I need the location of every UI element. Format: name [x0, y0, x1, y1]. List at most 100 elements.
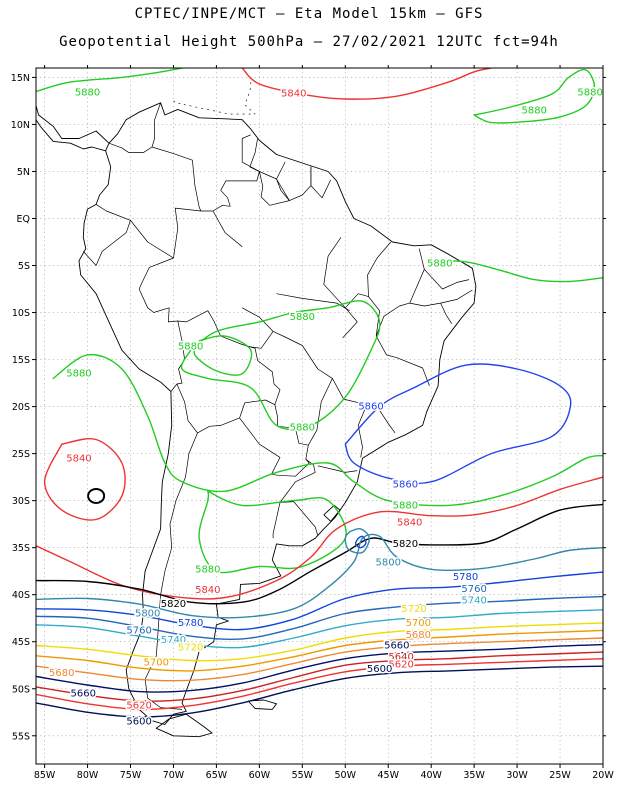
map-title-line2: Geopotential Height 500hPa – 27/02/2021 … — [59, 34, 559, 50]
y-tick-label: 20S — [12, 402, 30, 413]
x-tick-label: 40W — [420, 770, 442, 781]
contour-label-5880: 5880 — [195, 564, 220, 575]
contour-label-5860: 5860 — [393, 480, 418, 491]
contour-label-5620: 5620 — [126, 701, 151, 712]
political-border — [272, 459, 316, 539]
x-tick-label: 60W — [249, 770, 271, 781]
x-tick-label: 45W — [377, 770, 399, 781]
political-border — [276, 293, 350, 312]
contour-label-5880: 5880 — [66, 369, 91, 380]
y-tick-label: 55S — [12, 731, 30, 742]
graticule-grid — [36, 68, 604, 764]
y-tick-label: 5N — [17, 167, 30, 178]
x-tick-label: 85W — [34, 770, 56, 781]
y-tick-label: 5S — [18, 261, 30, 272]
political-border — [249, 166, 290, 206]
political-border — [375, 289, 473, 337]
political-border — [200, 138, 260, 212]
x-tick-label: 20W — [592, 770, 614, 781]
south-america-coastline — [78, 102, 477, 725]
falkland-islands-coastline — [247, 699, 277, 710]
contour-5880-pacific-arc — [52, 353, 603, 507]
tierra-del-fuego-coastline — [155, 713, 213, 738]
contour-5740-line — [36, 609, 603, 649]
map-frame — [35, 67, 604, 765]
contour-label-5820: 5820 — [393, 539, 418, 550]
contour-label-5880: 5880 — [393, 500, 418, 511]
contour-label-5720: 5720 — [178, 642, 203, 653]
political-border — [241, 134, 260, 172]
x-tick-label: 55W — [292, 770, 314, 781]
contour-label-5840: 5840 — [397, 517, 422, 528]
closed-low-contour — [87, 487, 106, 504]
contour-5640-line — [36, 651, 603, 702]
contour-label-5760: 5760 — [461, 584, 486, 595]
contour-label-5880: 5880 — [522, 105, 547, 116]
contour-label-5840: 5840 — [195, 585, 220, 596]
contour-5700-line — [36, 629, 603, 672]
political-border — [307, 378, 333, 446]
contour-label-5820: 5820 — [161, 599, 186, 610]
y-tick-label: 35S — [12, 543, 30, 554]
contour-5760-line — [36, 595, 603, 640]
y-tick-label: 25S — [12, 449, 30, 460]
contour-5860-south-atlantic — [344, 363, 572, 485]
contour-5780-line — [36, 571, 603, 631]
contour-label-5720: 5720 — [401, 604, 426, 615]
political-border — [212, 210, 243, 247]
contour-label-5760: 5760 — [126, 625, 151, 636]
political-border — [95, 146, 202, 259]
contour-5880-bolivia-loop — [193, 335, 253, 376]
x-tick-label: 25W — [549, 770, 571, 781]
x-tick-label: 35W — [463, 770, 485, 781]
contour-label-5640: 5640 — [388, 652, 413, 663]
contour-label-5800: 5800 — [376, 558, 401, 569]
political-border — [239, 404, 310, 477]
contour-label-5740: 5740 — [161, 635, 186, 646]
x-tick-label: 65W — [206, 770, 228, 781]
political-border — [279, 501, 319, 536]
contour-5660-line — [36, 643, 603, 693]
political-border — [276, 161, 312, 201]
political-border — [317, 465, 358, 473]
contour-5820-line — [36, 503, 603, 605]
political-border — [323, 237, 358, 323]
political-border — [342, 321, 358, 339]
political-border — [176, 310, 281, 434]
contour-label-5660: 5660 — [71, 688, 96, 699]
contour-label-5660: 5660 — [384, 640, 409, 651]
contour-label-5700: 5700 — [406, 618, 431, 629]
contour-label-5620: 5620 — [388, 659, 413, 670]
y-tick-label: 15N — [11, 73, 30, 84]
central-america-south-coast — [36, 119, 106, 152]
contour-5680-line — [36, 637, 603, 682]
contour-label-5880: 5880 — [75, 87, 100, 98]
y-tick-label: 10S — [12, 308, 30, 319]
y-tick-label: 15S — [12, 355, 30, 366]
political-border — [302, 345, 396, 434]
contour-label-5600: 5600 — [367, 664, 392, 675]
political-border — [83, 220, 131, 266]
political-border — [367, 241, 392, 297]
contour-5880-brazil-coast — [430, 260, 603, 283]
contour-label-5880: 5880 — [427, 259, 452, 270]
y-tick-label: 50S — [12, 684, 30, 695]
contour-label-5880: 5880 — [178, 341, 203, 352]
political-border — [246, 331, 274, 349]
contour-5720-line — [36, 622, 603, 662]
contour-5880-ne-cell — [473, 68, 596, 124]
contour-label-5780: 5780 — [178, 618, 203, 629]
y-tick-label: 40S — [12, 590, 30, 601]
y-tick-label: EQ — [17, 214, 30, 225]
contour-label-5880: 5880 — [290, 422, 315, 433]
political-border — [310, 166, 332, 199]
contour-label-5740: 5740 — [461, 595, 486, 606]
contour-label-5780: 5780 — [453, 572, 478, 583]
contour-5800-line — [36, 533, 603, 619]
y-tick-label: 30S — [12, 496, 30, 507]
contour-5780-eddy — [354, 535, 367, 549]
x-tick-label: 30W — [506, 770, 528, 781]
contour-5880-argentina-loop — [198, 490, 347, 574]
political-border — [357, 404, 368, 458]
